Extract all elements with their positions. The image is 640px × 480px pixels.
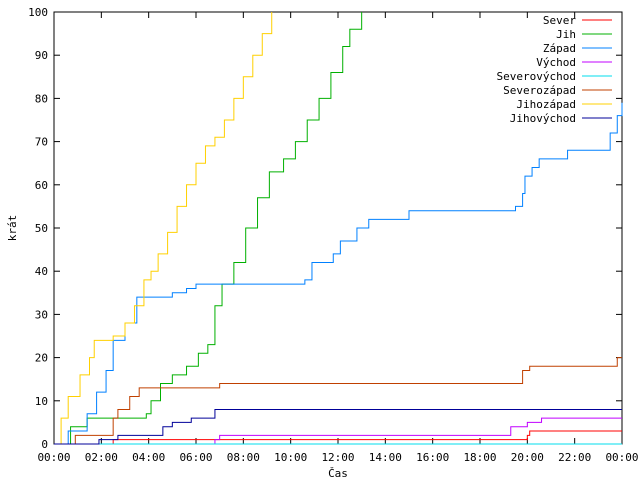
legend-label: Sever [543, 14, 576, 27]
x-axis-title: Čas [328, 467, 348, 480]
legend-label: Západ [543, 42, 576, 55]
series-line-0 [101, 430, 622, 445]
x-tick-label: 04:00 [132, 451, 165, 464]
x-tick-label: 12:00 [321, 451, 354, 464]
series-line-3 [54, 417, 622, 445]
legend-label: Jihozápad [516, 98, 576, 111]
x-tick-label: 10:00 [274, 451, 307, 464]
series-line-7 [54, 408, 622, 445]
series-line-6 [54, 12, 273, 445]
legend-label: Východ [536, 56, 576, 69]
y-axis-title: krát [6, 215, 19, 242]
series-group [54, 12, 623, 445]
y-tick-label: 0 [41, 438, 48, 451]
y-tick-label: 60 [35, 179, 48, 192]
series-line-5 [54, 357, 622, 445]
legend-label: Jihovýchod [510, 112, 576, 125]
legend-label: Jih [556, 28, 576, 41]
series-line-1 [54, 12, 363, 445]
x-tick-label: 14:00 [369, 451, 402, 464]
legend-label: Severovýchod [497, 70, 576, 83]
x-tick-label: 08:00 [227, 451, 260, 464]
x-tick-label: 20:00 [511, 451, 544, 464]
x-tick-label: 06:00 [179, 451, 212, 464]
x-tick-label: 02:00 [85, 451, 118, 464]
y-tick-label: 80 [35, 92, 48, 105]
y-tick-label: 70 [35, 136, 48, 149]
legend-label: Severozápad [503, 84, 576, 97]
x-tick-label: 16:00 [416, 451, 449, 464]
legend: SeverJihZápadVýchodSeverovýchodSeverozáp… [497, 14, 612, 125]
y-tick-label: 100 [28, 6, 48, 19]
axis-ticks: 00:00 02:00 04:00 06:00 08:00 10:00 12:00 14:00… [28, 6, 638, 464]
y-tick-label: 90 [35, 49, 48, 62]
series-line-2 [54, 102, 623, 445]
x-tick-label: 18:00 [463, 451, 496, 464]
x-tick-label: 00:00 [37, 451, 70, 464]
y-tick-label: 40 [35, 265, 48, 278]
x-tick-label: 00:00 [605, 451, 638, 464]
x-tick-label: 22:00 [558, 451, 591, 464]
y-tick-label: 30 [35, 308, 48, 321]
y-tick-label: 10 [35, 395, 48, 408]
y-tick-label: 20 [35, 352, 48, 365]
y-tick-label: 50 [35, 222, 48, 235]
